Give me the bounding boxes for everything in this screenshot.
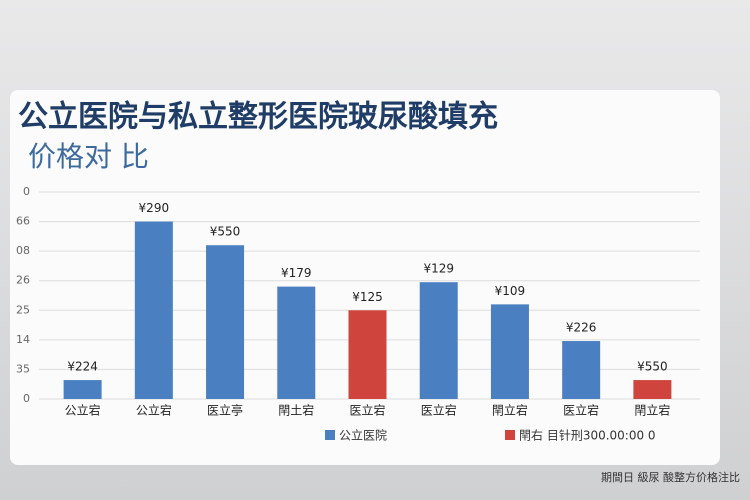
legend-swatch	[505, 430, 515, 440]
x-tick-label: 医立宕	[421, 403, 457, 418]
y-tick-label: 35	[16, 362, 30, 375]
x-tick-label: 医立亭	[207, 403, 243, 418]
x-tick-label: 医立宕	[563, 403, 599, 418]
bar	[348, 310, 387, 399]
y-tick-label: 66	[16, 215, 30, 228]
bar-label: ¥224	[67, 360, 98, 374]
chart-title: 公立医院与私立整形医院玻尿酸填充	[18, 100, 498, 135]
y-tick-label: 26	[16, 274, 30, 287]
x-tick-label: 公立宕	[65, 403, 101, 418]
bar-label: ¥290	[139, 201, 170, 215]
x-tick-label: 閈土宕	[278, 403, 314, 418]
bar-label: ¥550	[210, 225, 241, 239]
y-tick-label: 0	[23, 392, 30, 405]
y-tick-label: 08	[16, 244, 30, 257]
bar	[419, 282, 458, 399]
card	[10, 90, 720, 465]
bar	[633, 380, 672, 399]
bar	[206, 245, 245, 399]
x-tick-label: 公立宕	[136, 403, 172, 418]
y-tick-label: 14	[16, 333, 30, 346]
bar	[277, 286, 316, 399]
chart-subtitle: 价格对 比	[28, 140, 149, 173]
bar-label: ¥125	[352, 290, 383, 304]
bar	[562, 341, 601, 399]
bar	[63, 380, 102, 399]
y-tick-label: 25	[16, 303, 30, 316]
legend-label: 公立医院	[339, 428, 387, 443]
x-tick-label: 閈立宕	[634, 403, 670, 418]
x-tick-label: 医立宕	[349, 403, 385, 418]
bar-label: ¥226	[566, 321, 597, 335]
bar-label: ¥109	[495, 284, 526, 298]
y-tick-label: 0	[23, 185, 30, 198]
x-tick-label: 閈立宕	[492, 403, 528, 418]
legend-label: 閈右 目针刑300.00:00 0	[519, 428, 656, 443]
legend-swatch	[325, 430, 335, 440]
bar	[490, 304, 529, 399]
bar-label: ¥179	[281, 266, 312, 280]
bar-label: ¥129	[423, 262, 454, 276]
bar	[134, 221, 173, 399]
footer: 期間日 級尿 酸整方价格注比	[601, 470, 740, 484]
bar-label: ¥550	[637, 360, 668, 374]
